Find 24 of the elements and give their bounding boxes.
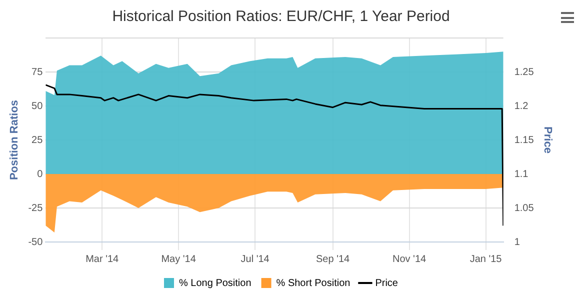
legend-label: Price <box>375 278 398 289</box>
y2-tick-label: 1.1 <box>514 168 529 180</box>
y2-tick-label: 1 <box>514 236 520 248</box>
y-axis-title: Position Ratios <box>8 100 21 180</box>
x-tick-label: May '14 <box>161 254 196 265</box>
y-tick-label: -50 <box>28 236 44 248</box>
y-tick-label: 0 <box>37 168 44 180</box>
y2-tick-label: 1.15 <box>514 134 534 146</box>
x-tick-label: Mar '14 <box>86 254 120 265</box>
x-tick-label: Nov '14 <box>392 254 427 265</box>
x-tick-label: Jan '15 <box>470 254 502 265</box>
y-tick-label: -25 <box>28 202 44 214</box>
y2-tick-label: 1.25 <box>514 66 534 78</box>
legend-label: % Short Position <box>276 278 350 289</box>
chart-title: Historical Position Ratios: EUR/CHF, 1 Year Period <box>112 8 450 26</box>
y-tick-label: 50 <box>32 100 44 112</box>
x-tick-label: Sep '14 <box>316 254 350 265</box>
legend-label: % Long Position <box>179 278 252 289</box>
x-tick-label: Jul '14 <box>240 254 270 265</box>
y2-tick-label: 1.2 <box>514 100 529 112</box>
y-tick-label: 75 <box>32 66 44 78</box>
y2-tick-label: 1.05 <box>514 202 534 214</box>
y2-axis-title: Price <box>541 126 554 154</box>
y-tick-label: 25 <box>32 134 44 146</box>
